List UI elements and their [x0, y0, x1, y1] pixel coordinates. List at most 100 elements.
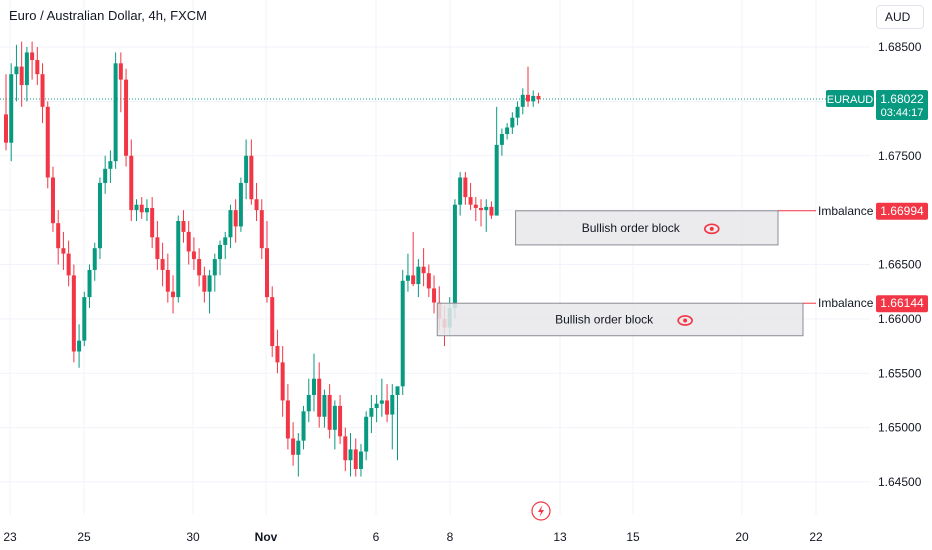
- order-block-zone[interactable]: Bullish order block Imbalance: [515, 204, 874, 246]
- candle-body: [369, 408, 374, 417]
- candle-body: [165, 269, 170, 292]
- candle-body: [97, 182, 102, 249]
- candle: [499, 128, 504, 156]
- candle: [87, 264, 92, 308]
- candle-body: [327, 395, 332, 430]
- candle: [228, 204, 233, 249]
- order-block-zone[interactable]: Bullish order block Imbalance: [436, 296, 874, 337]
- candle-body: [395, 386, 400, 395]
- candle-body: [364, 416, 369, 452]
- candle: [134, 199, 139, 221]
- candle-body: [390, 395, 395, 415]
- candle-body: [353, 449, 358, 469]
- order-block-box: [515, 210, 779, 246]
- candle: [249, 139, 254, 205]
- candle: [103, 155, 108, 194]
- candle-body: [374, 403, 379, 409]
- price-tick-label: 1.67500: [878, 149, 922, 163]
- imbalance-price-label: 1.66994: [880, 204, 924, 218]
- candle: [77, 324, 82, 368]
- candle-body: [92, 248, 97, 270]
- candle: [165, 253, 170, 303]
- candle: [259, 199, 264, 260]
- candle: [317, 362, 322, 428]
- time-tick-label: 8: [447, 530, 454, 544]
- candle: [369, 395, 374, 434]
- imbalance-label: Imbalance: [818, 296, 874, 310]
- candle: [395, 386, 400, 461]
- imbalance-price-tag: 1.66144: [876, 295, 928, 313]
- candle: [150, 197, 155, 249]
- candle: [160, 242, 165, 287]
- candle-body: [348, 449, 353, 461]
- candle-body: [155, 237, 160, 260]
- candle: [176, 215, 181, 303]
- candle: [515, 101, 520, 126]
- candle-body: [311, 378, 316, 395]
- candle-body: [270, 297, 275, 347]
- candle: [458, 172, 463, 216]
- candle: [452, 199, 457, 319]
- price-tick-label: 1.65500: [878, 366, 922, 380]
- candle-body: [202, 275, 207, 292]
- candle: [40, 63, 45, 124]
- candle-body: [463, 177, 468, 198]
- candle: [311, 353, 316, 412]
- candle: [19, 41, 24, 107]
- candle: [327, 384, 332, 439]
- candle: [270, 286, 275, 357]
- candle-body: [24, 52, 29, 86]
- candle: [291, 422, 296, 466]
- candle-body: [416, 266, 421, 285]
- candle: [536, 92, 541, 104]
- candle: [244, 139, 249, 200]
- candle: [353, 438, 358, 477]
- candle-body: [207, 275, 212, 292]
- candle-body: [223, 237, 228, 245]
- candle: [520, 88, 525, 115]
- currency-button[interactable]: AUD: [876, 5, 924, 29]
- candle-body: [118, 63, 123, 80]
- candle-body: [30, 52, 35, 61]
- candle-body: [489, 206, 494, 216]
- candle: [144, 199, 149, 221]
- candle-body: [197, 259, 202, 276]
- candle-body: [531, 95, 536, 102]
- candle: [14, 44, 19, 102]
- grid: [0, 0, 870, 515]
- candle: [343, 427, 348, 472]
- imbalance-label: Imbalance: [818, 204, 874, 218]
- candle: [118, 52, 123, 113]
- candle-body: [458, 177, 463, 205]
- candle-body: [405, 275, 410, 281]
- candle: [108, 150, 113, 183]
- candle-body: [426, 273, 431, 289]
- candle: [124, 68, 129, 167]
- time-axis: 23 25 30 Nov 6 8 13 15 20 22: [3, 501, 823, 544]
- candle-body: [411, 275, 416, 285]
- candle: [489, 201, 494, 219]
- candle: [97, 177, 102, 260]
- candle: [181, 210, 186, 243]
- candle-body: [134, 204, 139, 211]
- eye-icon[interactable]: [703, 223, 720, 235]
- candle-body: [87, 269, 92, 298]
- candle: [233, 199, 238, 243]
- candle: [30, 41, 35, 80]
- price-axis: 1.68500 1.67500 1.66500 1.66000 1.65500 1.650…: [878, 40, 922, 489]
- candle: [186, 221, 191, 265]
- candle: [139, 197, 144, 219]
- candle-body: [45, 106, 50, 178]
- event-icon[interactable]: [531, 501, 551, 521]
- candle-body: [421, 266, 426, 274]
- candle: [531, 90, 536, 107]
- candle-body: [139, 204, 144, 213]
- candle-body: [218, 244, 223, 260]
- time-tick-label: 20: [735, 530, 749, 544]
- symbol-label: EURAUD: [827, 94, 874, 106]
- candle: [416, 259, 421, 298]
- eye-icon[interactable]: [677, 315, 693, 326]
- candle-body: [4, 114, 8, 143]
- candle: [207, 269, 212, 314]
- candle-body: [468, 197, 473, 205]
